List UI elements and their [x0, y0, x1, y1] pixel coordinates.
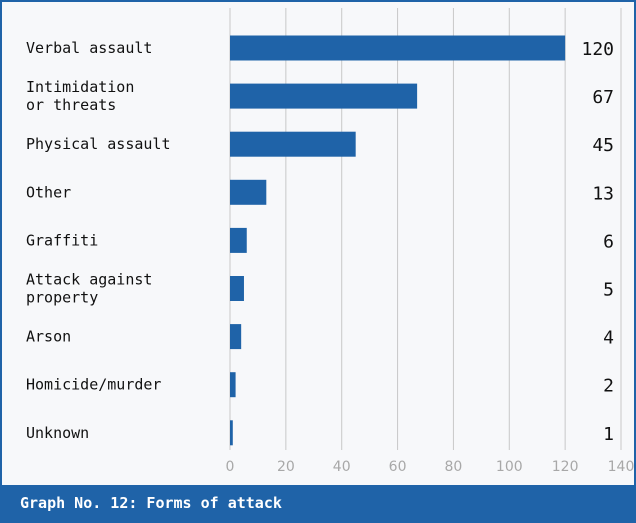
category-label: Attack against property: [26, 271, 152, 307]
x-tick-label-40: 40: [333, 459, 351, 475]
category-label: Intimidation or threats: [26, 78, 134, 114]
category-label: Other: [26, 183, 71, 201]
value-label: 2: [603, 376, 614, 397]
bar-0: [230, 35, 566, 61]
category-label: Verbal assault: [26, 39, 152, 57]
value-label: 5: [603, 280, 614, 301]
category-label: Unknown: [26, 424, 89, 442]
value-label: 13: [592, 183, 614, 204]
value-label: 67: [592, 87, 614, 108]
value-label: 120: [581, 39, 614, 60]
bar-5: [230, 276, 244, 301]
x-tick-label-60: 60: [389, 459, 407, 475]
value-label: 1: [603, 424, 614, 445]
x-tick-label-80: 80: [445, 459, 463, 475]
x-tick-label-0: 0: [226, 459, 235, 475]
value-label: 4: [603, 328, 614, 349]
x-tick-label-100: 100: [496, 459, 523, 475]
bar-7: [230, 372, 236, 398]
category-label: Arson: [26, 328, 71, 346]
bar-2: [230, 131, 356, 157]
value-label: 45: [592, 135, 614, 156]
bar-3: [230, 179, 267, 205]
bar-1: [230, 83, 418, 109]
bar-8: [230, 420, 233, 446]
value-label: 6: [603, 231, 614, 252]
x-tick-label-140: 140: [608, 459, 634, 475]
chart-caption: Graph No. 12: Forms of attack: [2, 485, 634, 521]
x-tick-label-20: 20: [277, 459, 295, 475]
x-tick-label-120: 120: [552, 459, 579, 475]
category-label: Physical assault: [26, 135, 171, 153]
bar-6: [230, 324, 242, 350]
category-label: Homicide/murder: [26, 376, 161, 394]
bar-4: [230, 227, 247, 253]
category-label: Graffiti: [26, 231, 98, 249]
